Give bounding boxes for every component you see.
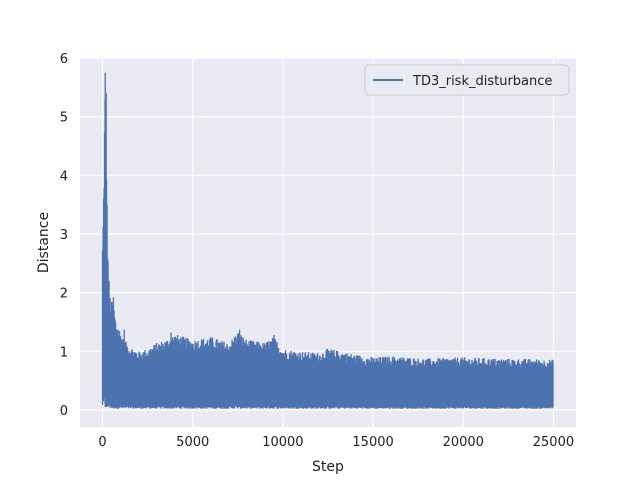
x-tick-label: 5000: [176, 435, 209, 450]
series-line: [101, 72, 554, 409]
y-tick-label: 1: [60, 345, 68, 360]
y-tick-label: 3: [60, 228, 68, 243]
y-tick-label: 0: [60, 404, 68, 419]
y-axis-label: Distance: [36, 212, 52, 273]
x-tick-label: 25000: [533, 435, 574, 450]
x-tick-label: 15000: [352, 435, 393, 450]
x-tick-label: 10000: [262, 435, 303, 450]
y-axis-ticks: 0 1 2 3 4 5 6: [60, 52, 68, 419]
y-tick-label: 6: [60, 52, 68, 67]
legend: TD3_risk_disturbance: [364, 64, 570, 96]
y-tick-label: 5: [60, 111, 68, 126]
x-tick-label: 20000: [443, 435, 484, 450]
legend-label: TD3_risk_disturbance: [412, 74, 552, 89]
y-tick-label: 2: [60, 287, 68, 302]
x-tick-label: 0: [98, 435, 106, 450]
x-axis-label: Step: [312, 459, 344, 475]
x-axis-ticks: 0 5000 10000 15000 20000 25000: [98, 435, 574, 450]
y-tick-label: 4: [60, 169, 68, 184]
legend-box: [364, 64, 570, 96]
series-layer: [101, 72, 554, 409]
